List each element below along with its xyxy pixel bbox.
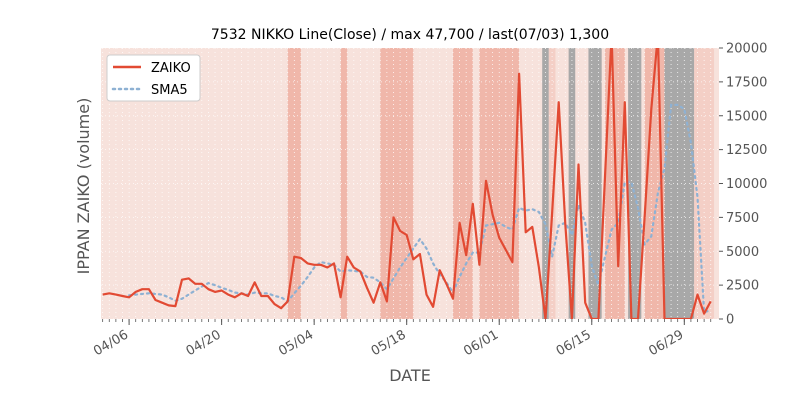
chart-title: 7532 NIKKO Line(Close) / max 47,700 / la… — [211, 27, 609, 43]
x-tick-label: 06/01 — [461, 327, 501, 359]
x-tick-label: 06/15 — [554, 327, 594, 359]
x-axis-label: DATE — [389, 366, 431, 385]
y-tick-label: 12500 — [726, 143, 767, 158]
background-band-7 — [548, 48, 556, 319]
y-tick-label: 5000 — [726, 245, 759, 260]
y-tick-label: 0 — [726, 313, 734, 328]
y-tick-label: 20000 — [726, 42, 767, 57]
y-tick-label: 10000 — [726, 177, 767, 192]
x-tick-label: 04/20 — [184, 327, 224, 359]
background-band-1 — [340, 48, 348, 319]
x-tick-label: 05/04 — [276, 327, 316, 359]
y-tick-label: 7500 — [726, 211, 759, 226]
y-tick-label: 2500 — [726, 279, 759, 294]
x-axis: 04/06 04/20 05/04 05/18 06/01 06/15 06/29 — [91, 319, 712, 359]
y-axis-label: IPPAN ZAIKO (volume) — [74, 98, 93, 275]
data-series — [102, 48, 712, 319]
legend-label-sma5: SMA5 — [151, 83, 188, 98]
x-tick-label: 06/29 — [646, 327, 686, 359]
legend-label-zaiko: ZAIKO — [151, 61, 191, 76]
background-band-4 — [479, 48, 513, 319]
y-tick-label: 15000 — [726, 109, 767, 124]
y-tick-label: 17500 — [726, 75, 767, 90]
x-tick-label: 04/06 — [91, 327, 131, 359]
x-tick-label: 05/18 — [369, 327, 409, 359]
background-band-11 — [628, 48, 642, 319]
series-line-zaiko — [102, 48, 712, 319]
series-line-sma5 — [128, 103, 712, 314]
legend: ZAIKO SMA5 — [106, 54, 201, 102]
background-band-8 — [568, 48, 576, 319]
y-axis-right: 0 2500 5000 7500 10000 12500 15000 17500 20000 — [719, 42, 767, 328]
background-band-9 — [588, 48, 602, 319]
